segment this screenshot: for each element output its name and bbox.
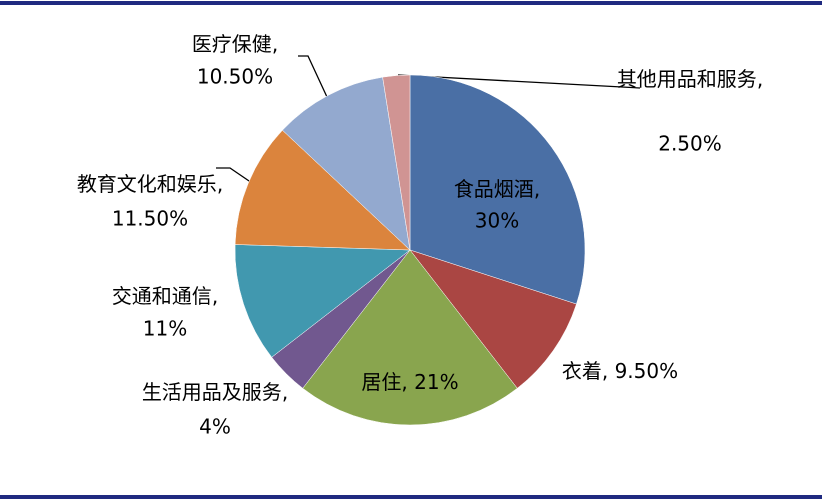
separator: , <box>282 380 288 404</box>
pie-slice <box>302 249 518 426</box>
value-label: 10.50% <box>197 65 273 89</box>
data-label: 食品烟酒, <box>454 177 540 201</box>
separator: , <box>272 32 278 56</box>
data-label: 医疗保健, <box>192 32 278 56</box>
separator: , <box>217 172 223 196</box>
category-label: 其他用品和服务 <box>617 67 757 91</box>
value-label: 4% <box>199 415 231 439</box>
value-label: 21% <box>414 370 458 394</box>
leader-line <box>216 167 253 184</box>
separator: , <box>212 284 218 308</box>
value-label: 2.50% <box>658 132 722 156</box>
separator: , <box>401 370 414 394</box>
category-label: 生活用品及服务 <box>142 380 282 404</box>
pie-slice <box>234 129 411 251</box>
category-label: 居住 <box>361 370 401 394</box>
category-label: 衣着 <box>562 359 602 383</box>
separator: , <box>757 67 763 91</box>
separator: , <box>534 177 540 201</box>
data-label: 居住, 21% <box>361 370 458 394</box>
data-label: 生活用品及服务, <box>142 380 288 404</box>
data-label: 其他用品和服务, <box>617 67 763 91</box>
leader-line <box>298 55 328 98</box>
category-label: 教育文化和娱乐 <box>77 172 217 196</box>
category-label: 医疗保健 <box>192 32 272 56</box>
category-label: 交通和通信 <box>112 284 212 308</box>
pie-slice <box>382 74 411 251</box>
pie-slice <box>234 244 411 358</box>
value-label: 9.50% <box>615 359 679 383</box>
data-label: 教育文化和娱乐, <box>77 172 223 196</box>
pie-slice <box>282 76 411 251</box>
pie-slice <box>409 74 586 305</box>
pie-slice <box>409 249 577 389</box>
value-label: 11% <box>143 317 187 341</box>
value-label: 30% <box>475 209 519 233</box>
category-label: 食品烟酒 <box>454 177 534 201</box>
separator: , <box>602 359 615 383</box>
data-label: 交通和通信, <box>112 284 218 308</box>
value-label: 11.50% <box>112 207 188 231</box>
data-label: 衣着, 9.50% <box>562 359 678 383</box>
